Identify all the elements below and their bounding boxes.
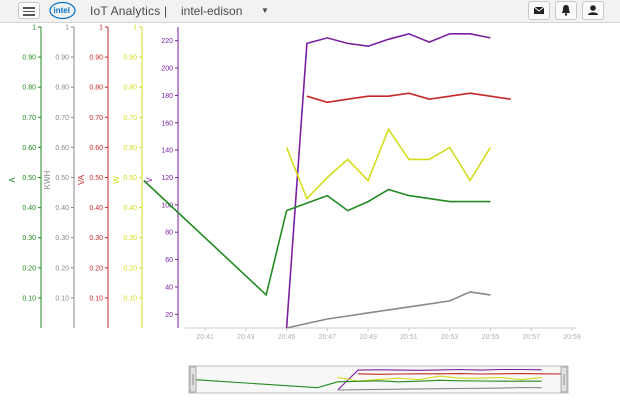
axis-tick-label: 0.80: [22, 85, 36, 92]
axis-label-a: A: [8, 177, 17, 183]
hamburger-line: [23, 7, 35, 9]
axis-tick-label: 20: [165, 312, 173, 319]
axis-tick-label: 0.80: [89, 85, 103, 92]
navigator-line-kwh: [337, 386, 542, 391]
axis-tick-label: 0.20: [123, 265, 137, 272]
axis-label-kwh: KWH: [43, 170, 52, 189]
axis-tick-label: 0.90: [22, 55, 36, 62]
user-icon: [588, 5, 598, 15]
navigator-line-va: [358, 373, 563, 375]
series-line-v: [285, 32, 491, 329]
x-axis-tick-label: 20:45: [278, 334, 296, 341]
axis-tick-label: 0.60: [55, 145, 69, 152]
mail-icon: [533, 6, 545, 14]
axis-tick-label: 180: [161, 93, 173, 100]
user-button[interactable]: [582, 1, 604, 20]
axis-tick-label: 0.60: [89, 145, 103, 152]
axis-tick-label: 0.10: [123, 295, 137, 302]
axis-tick-label: 0.70: [22, 115, 36, 122]
axis-tick-label: 1: [65, 25, 69, 32]
axis-tick-label: 0.40: [123, 205, 137, 212]
axis-tick-label: 0.70: [55, 115, 69, 122]
axis-tick-label: 0.10: [55, 295, 69, 302]
axis-tick-label: 0.70: [123, 115, 137, 122]
axis-tick-label: 0.40: [89, 205, 103, 212]
menu-button[interactable]: [18, 2, 40, 19]
x-axis-tick-label: 20:53: [441, 334, 459, 341]
axis-label-w: W: [112, 176, 121, 184]
axis-tick-label: 0.30: [55, 235, 69, 242]
axis-tick-label: 0.50: [55, 175, 69, 182]
axis-label-v: V: [145, 177, 154, 183]
app-title: IoT Analytics |: [90, 4, 168, 18]
axis-tick-label: 1: [99, 25, 103, 32]
axis-tick-label: 0.10: [89, 295, 103, 302]
x-axis-tick-label: 20:41: [196, 334, 214, 341]
axis-tick-label: 0.50: [89, 175, 103, 182]
axis-tick-label: 0.10: [22, 295, 36, 302]
axis-tick-label: 80: [165, 230, 173, 237]
axis-tick-label: 200: [161, 66, 173, 73]
axis-tick-label: 0.20: [22, 265, 36, 272]
axis-tick-label: 0.30: [123, 235, 137, 242]
axis-tick-label: 0.50: [22, 175, 36, 182]
axis-tick-label: 0.30: [89, 235, 103, 242]
range-navigator[interactable]: [188, 365, 569, 394]
device-selector[interactable]: intel-edison: [181, 4, 243, 18]
navigator-line-w: [337, 375, 542, 382]
hamburger-line: [23, 10, 35, 12]
axis-tick-label: 60: [165, 257, 173, 264]
axis-tick-label: 0.90: [123, 55, 137, 62]
axis-tick-label: 160: [161, 120, 173, 127]
axis-tick-label: 120: [161, 175, 173, 182]
x-axis-tick-label: 20:51: [400, 334, 418, 341]
mail-button[interactable]: [528, 1, 550, 20]
chart-area[interactable]: 0.10 0.20 0.30 0.40 0.50 0.60 0.70 0.80 0.90 1 A 0.…: [0, 23, 620, 400]
top-navbar: intel IoT Analytics | intel-edison ▼: [0, 0, 620, 23]
axis-tick-label: 0.50: [123, 175, 137, 182]
axis-tick-label: 1: [133, 25, 137, 32]
axis-tick-label: 100: [161, 202, 173, 209]
axis-tick-label: 0.20: [55, 265, 69, 272]
series-line-w: [285, 127, 492, 201]
axis-tick-label: 0.60: [22, 145, 36, 152]
axis-tick-label: 0.40: [55, 205, 69, 212]
x-axis-tick-label: 20:55: [482, 334, 500, 341]
axis-tick-label: 0.90: [89, 55, 103, 62]
intel-logo-text: intel: [54, 6, 70, 15]
x-axis-tick-label: 20:49: [359, 334, 377, 341]
caret-down-icon[interactable]: ▼: [261, 6, 269, 15]
series-line-a: [143, 179, 491, 297]
axis-label-va: VA: [77, 174, 86, 185]
x-axis-tick-label: 20:57: [522, 334, 540, 341]
notifications-button[interactable]: [555, 1, 577, 20]
axis-tick-label: 0.30: [22, 235, 36, 242]
axis-tick-label: 0.80: [123, 85, 137, 92]
axis-tick-label: 0.40: [22, 205, 36, 212]
intel-logo: intel: [49, 1, 76, 20]
series-line-va: [306, 92, 511, 104]
navigator-line-a: [194, 379, 542, 389]
x-axis-tick-label: 20:59: [563, 334, 581, 341]
axis-tick-label: 0.80: [55, 85, 69, 92]
axis-tick-label: 40: [165, 284, 173, 291]
axis-tick-label: 0.60: [123, 145, 137, 152]
axis-tick-label: 0.70: [89, 115, 103, 122]
axis-tick-label: 1: [32, 25, 36, 32]
axis-tick-label: 220: [161, 38, 173, 45]
series-line-kwh: [286, 291, 491, 329]
hamburger-line: [23, 14, 35, 16]
axis-tick-label: 0.20: [89, 265, 103, 272]
axis-tick-label: 0.90: [55, 55, 69, 62]
x-axis-tick-label: 20:43: [237, 334, 255, 341]
axis-tick-label: 140: [161, 148, 173, 155]
navigator-line-v: [337, 368, 542, 391]
bell-icon: [562, 5, 570, 16]
x-axis-tick-label: 20:47: [319, 334, 337, 341]
